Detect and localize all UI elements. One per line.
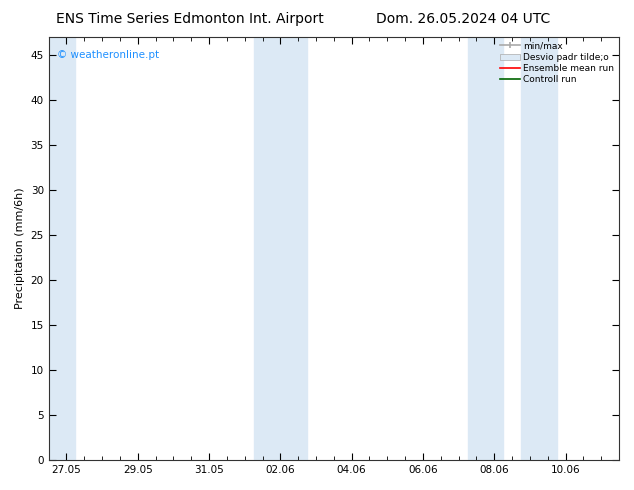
Text: Dom. 26.05.2024 04 UTC: Dom. 26.05.2024 04 UTC: [376, 12, 550, 26]
Text: ENS Time Series Edmonton Int. Airport: ENS Time Series Edmonton Int. Airport: [56, 12, 324, 26]
Bar: [467, 37, 503, 460]
Bar: [254, 37, 307, 460]
Bar: [49, 37, 75, 460]
Bar: [521, 37, 557, 460]
Text: © weatheronline.pt: © weatheronline.pt: [57, 50, 159, 60]
Legend: min/max, Desvio padr tilde;o, Ensemble mean run, Controll run: min/max, Desvio padr tilde;o, Ensemble m…: [498, 40, 616, 86]
Y-axis label: Precipitation (mm/6h): Precipitation (mm/6h): [15, 188, 25, 309]
